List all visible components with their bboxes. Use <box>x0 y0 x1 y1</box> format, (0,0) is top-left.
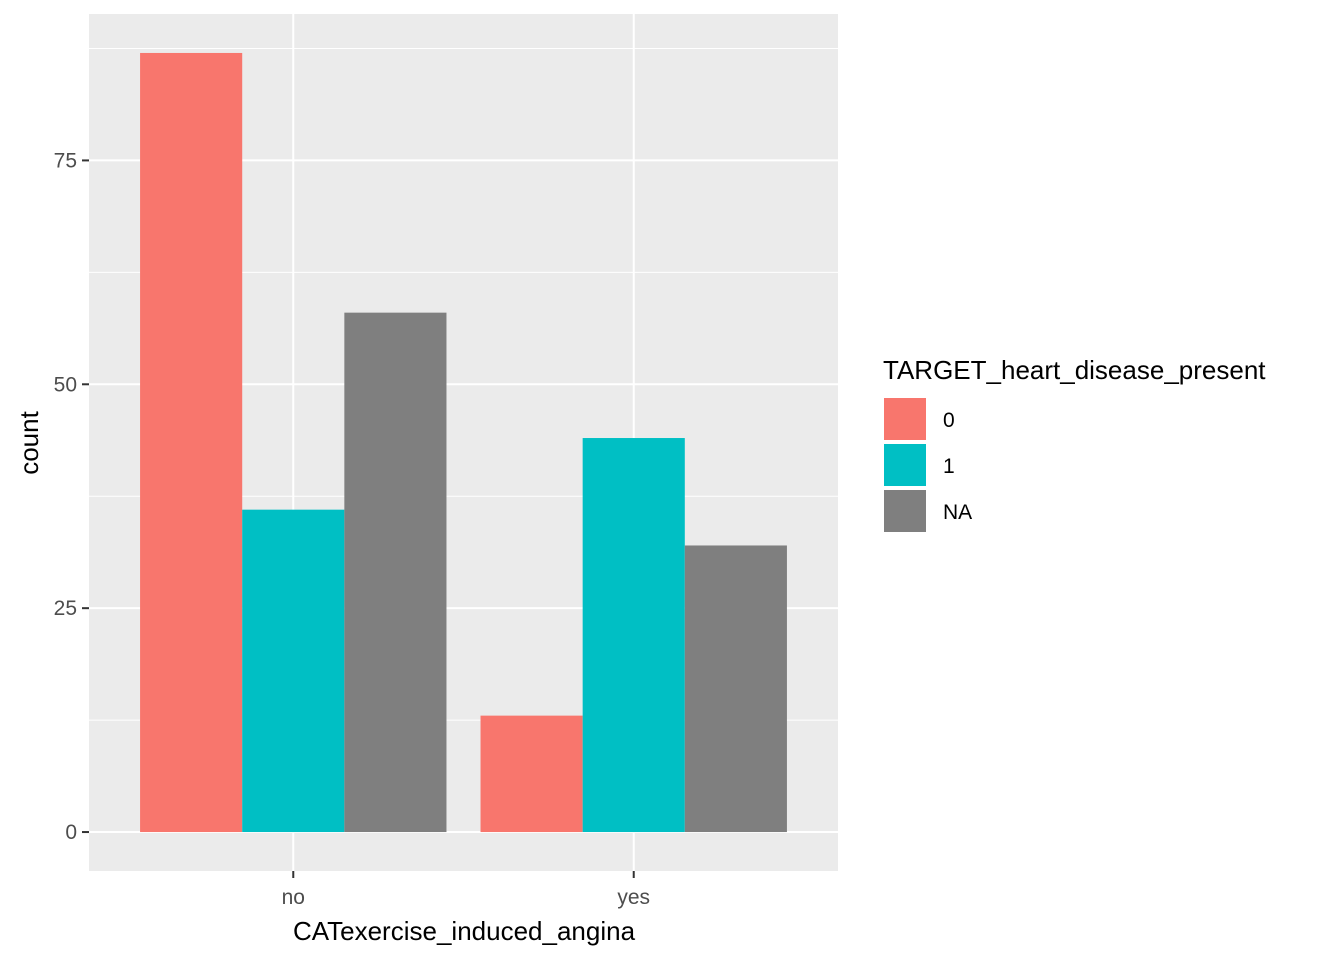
x-axis-title: CATexercise_induced_angina <box>293 916 636 946</box>
legend-key-1 <box>884 444 926 486</box>
x-tick-label: yes <box>617 886 650 909</box>
y-axis-title: count <box>14 410 44 474</box>
bar-yes-NA <box>684 545 787 833</box>
y-tick-label: 25 <box>54 597 77 620</box>
y-axis: 0 25 50 75 <box>54 149 89 844</box>
x-tick-label: no <box>282 886 305 909</box>
bar-no-1 <box>242 509 345 833</box>
bars <box>140 52 787 833</box>
legend-label-1: 1 <box>943 455 955 478</box>
x-axis: no yes <box>282 871 650 909</box>
legend: TARGET_heart_disease_present 0 1 NA <box>883 355 1266 532</box>
legend-key-NA <box>884 490 926 532</box>
y-tick-label: 50 <box>54 373 77 396</box>
legend-label-0: 0 <box>943 409 955 432</box>
bar-yes-1 <box>582 438 685 833</box>
y-tick-label: 0 <box>65 821 77 844</box>
legend-title: TARGET_heart_disease_present <box>883 355 1266 385</box>
y-tick-label: 75 <box>54 149 77 172</box>
bar-no-0 <box>140 52 243 833</box>
bar-no-NA <box>344 312 447 833</box>
legend-key-0 <box>884 398 926 440</box>
bar-yes-0 <box>480 715 583 833</box>
legend-label-NA: NA <box>943 501 972 524</box>
